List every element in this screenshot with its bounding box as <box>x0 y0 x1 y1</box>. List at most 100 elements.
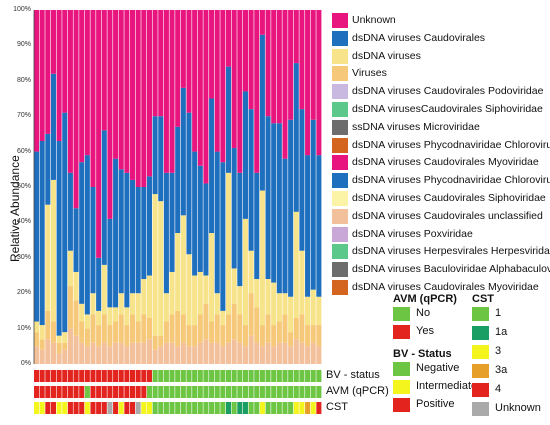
status-swatch <box>393 307 410 321</box>
annotation-cell <box>259 402 265 414</box>
bar-segment-caudovirales <box>316 155 322 297</box>
bar-segment-misc <box>45 339 51 364</box>
bar-segment-caudovirales <box>141 187 147 280</box>
bar-segment-unknown <box>197 10 203 166</box>
annotation-cell <box>163 402 169 414</box>
bar-segment-unknown <box>113 10 119 159</box>
bar-segment-unknown <box>107 10 113 219</box>
bar-segment-caudovirales <box>271 123 277 283</box>
bar-segment-dsdna <box>62 332 68 343</box>
bar-segment-misc <box>271 346 277 364</box>
bar-segment-viruses <box>135 321 141 343</box>
bar-segment-misc <box>203 339 209 364</box>
bar-segment-misc <box>84 346 90 364</box>
bar-segment-viruses <box>259 325 265 347</box>
bar-segment-caudovirales <box>39 140 45 326</box>
annotation-cell <box>62 386 68 398</box>
bar-segment-caudovirales <box>158 116 164 202</box>
bar-segment-dsdna <box>73 271 79 301</box>
bar-segment-dsdna <box>282 293 288 315</box>
bar-segment-dsdna <box>50 179 56 322</box>
bar-segment-caudovirales <box>265 116 271 280</box>
status-label: 3 <box>495 345 502 357</box>
legend-swatch <box>332 226 348 242</box>
bar-segment-viruses <box>248 293 254 336</box>
bar-segment-caudovirales <box>96 257 102 311</box>
annotation-cell <box>197 370 203 382</box>
cst-legend-title: CST <box>472 293 494 305</box>
legend-label: dsDNA viruses Caudovirales Siphoviridae <box>352 192 546 204</box>
bar-segment-caudovirales <box>79 162 85 304</box>
bar-segment-dsdna <box>242 218 248 326</box>
bar-segment-dsdna <box>220 310 226 326</box>
bar-segment-dsdna <box>299 250 305 315</box>
bar-segment-unknown <box>34 10 40 152</box>
bar-segment-viruses <box>101 314 107 343</box>
bar-segment-viruses <box>107 325 113 347</box>
legend-label: dsDNA viruses Herpesvirales Herpesvirida… <box>352 245 550 258</box>
annotation-cell <box>45 370 51 382</box>
bar-segment-viruses <box>197 314 203 343</box>
bar-segment-misc <box>101 342 107 364</box>
bar-segment-misc <box>163 342 169 364</box>
bar-segment-viruses <box>50 321 56 343</box>
y-axis-label: Relative Abundance <box>8 155 22 262</box>
bar-segment-misc <box>169 342 175 364</box>
bar-segment-unknown <box>79 10 85 163</box>
bar-segment-dsdna <box>90 293 96 315</box>
bar-segment-viruses <box>180 314 186 343</box>
bar-segment-unknown <box>226 10 232 67</box>
bar-segment-dsdna <box>39 325 45 340</box>
annotation-cell <box>203 386 209 398</box>
annotation-cell <box>299 386 305 398</box>
annotation-row-label: CST <box>326 401 348 413</box>
annotation-cell <box>209 386 215 398</box>
annotation-cell <box>299 402 305 414</box>
bar-segment-unknown <box>158 10 164 117</box>
legend-label: dsDNA viruses Phycodnaviridae Chloroviru… <box>352 138 550 151</box>
annotation-cell <box>130 370 136 382</box>
bar-segment-unknown <box>135 10 141 187</box>
annotation-cell <box>242 386 248 398</box>
annotation-cell <box>146 370 152 382</box>
bar-segment-viruses <box>203 303 209 340</box>
annotation-cell <box>152 402 158 414</box>
bar-segment-caudovirales <box>305 155 311 297</box>
bar-segment-unknown <box>203 10 209 184</box>
status-label: 1 <box>495 307 502 319</box>
annotation-cell <box>118 370 124 382</box>
status-swatch <box>472 345 489 359</box>
legend-swatch <box>332 102 348 117</box>
annotation-cell <box>90 402 96 414</box>
bar-segment-dsdna <box>169 271 175 315</box>
annotation-cell <box>192 386 198 398</box>
bar-segment-caudovirales <box>62 112 68 333</box>
bar-segment-dsdna <box>180 215 186 315</box>
bar-segment-viruses <box>242 325 248 347</box>
annotation-cell <box>56 386 62 398</box>
legend-label: Viruses <box>352 67 387 80</box>
bar-segment-dsdna <box>152 194 158 336</box>
annotation-cell <box>293 370 299 382</box>
bar-segment-misc <box>130 342 136 364</box>
bar-segment-viruses <box>96 325 102 347</box>
bar-segment-dsdna <box>231 268 237 304</box>
bar-segment-dsdna <box>34 321 40 333</box>
annotation-cell <box>293 402 299 414</box>
bar-segment-unknown <box>276 10 282 124</box>
legend-swatch <box>332 137 348 153</box>
legend-label: dsDNA viruses Caudovirales <box>352 31 486 44</box>
status-swatch <box>393 398 410 412</box>
annotation-cell <box>113 402 119 414</box>
bar-segment-misc <box>305 346 311 364</box>
status-label: 4 <box>495 383 502 395</box>
annotation-cell <box>96 370 102 382</box>
bar-segment-misc <box>113 342 119 364</box>
annotation-cell <box>67 386 73 398</box>
legend-swatch <box>332 208 348 224</box>
annotation-cell <box>310 402 316 414</box>
annotation-cell <box>107 402 113 414</box>
annotation-cell <box>316 386 322 398</box>
bar-segment-viruses <box>237 314 243 343</box>
